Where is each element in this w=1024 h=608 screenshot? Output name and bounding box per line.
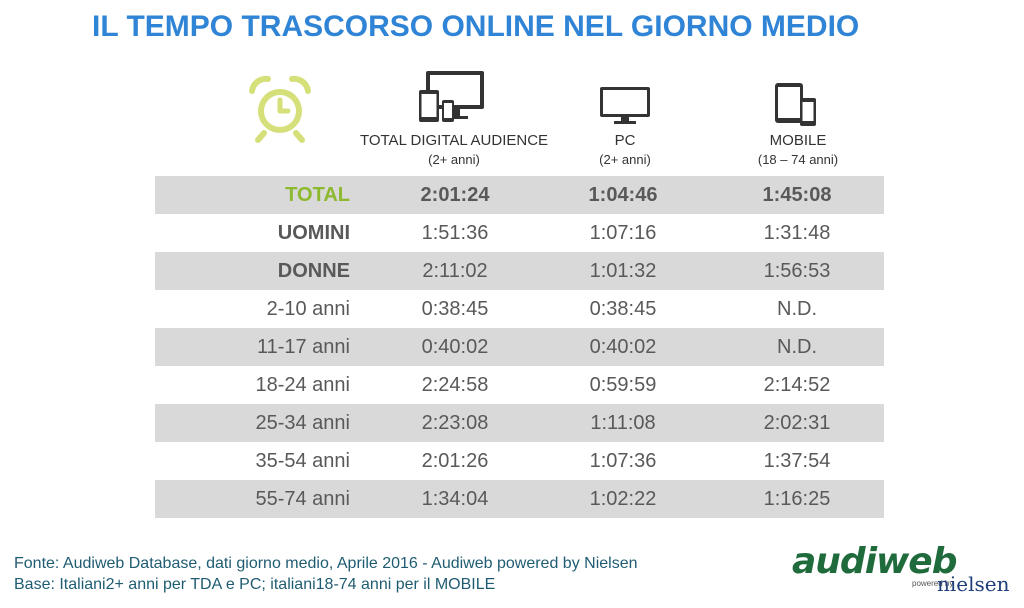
row-label: 25-34 anni <box>255 412 350 434</box>
table-row: UOMINI 1:51:36 1:07:16 1:31:48 <box>155 214 884 252</box>
multi-device-icon <box>419 71 484 122</box>
table-row: 35-54 anni 2:01:26 1:07:36 1:37:54 <box>155 442 884 480</box>
time-online-table: TOTAL 2:01:24 1:04:46 1:45:08 UOMINI 1:5… <box>155 176 884 518</box>
source-note: Fonte: Audiweb Database, dati giorno med… <box>14 555 638 572</box>
cell-pc: 1:07:16 <box>589 222 657 244</box>
column-header-mobile: MOBILE (18 – 74 anni) <box>710 131 886 169</box>
cell-mobile: N.D. <box>777 298 817 320</box>
cell-mobile: 1:37:54 <box>763 450 831 472</box>
column-header-label: TOTAL DIGITAL AUDIENCE <box>359 132 549 149</box>
cell-mobile: 1:45:08 <box>762 184 832 206</box>
column-header-sub: (2+ anni) <box>599 152 651 167</box>
row-label: 35-54 anni <box>255 450 350 472</box>
table-row-total: TOTAL 2:01:24 1:04:46 1:45:08 <box>155 176 884 214</box>
table-row: 2-10 anni 0:38:45 0:38:45 N.D. <box>155 290 884 328</box>
row-label: UOMINI <box>277 222 350 244</box>
page-title: IL TEMPO TRASCORSO ONLINE NEL GIORNO MED… <box>92 10 860 43</box>
cell-mobile: 1:16:25 <box>763 488 831 510</box>
cell-pc: 0:38:45 <box>589 298 657 320</box>
audiweb-logo-text: audiweb <box>792 541 957 582</box>
base-note: Base: Italiani2+ anni per TDA e PC; ital… <box>14 576 496 593</box>
column-header-tda: TOTAL DIGITAL AUDIENCE (2+ anni) <box>334 131 574 169</box>
cell-mobile: 2:14:52 <box>763 374 831 396</box>
cell-tda: 2:24:58 <box>421 374 489 396</box>
row-label: 55-74 anni <box>255 488 350 510</box>
alarm-clock-icon <box>249 75 311 143</box>
audiweb-nielsen-logo: audiweb powered by nielsen <box>792 541 1010 601</box>
cell-pc: 1:01:32 <box>589 260 657 282</box>
column-header-label: MOBILE <box>769 132 827 149</box>
row-label: 18-24 anni <box>255 374 350 396</box>
table-row: 25-34 anni 2:23:08 1:11:08 2:02:31 <box>155 404 884 442</box>
table-row: DONNE 2:11:02 1:01:32 1:56:53 <box>155 252 884 290</box>
powered-by-text: powered by <box>912 579 954 588</box>
row-label: TOTAL <box>285 184 350 206</box>
tablet-phone-icon <box>775 83 816 126</box>
cell-tda: 2:11:02 <box>422 260 488 282</box>
column-header-sub: (18 – 74 anni) <box>757 152 839 167</box>
nielsen-logo-text: nielsen <box>937 572 1010 596</box>
cell-pc: 1:11:08 <box>590 412 656 434</box>
column-header-label: PC <box>614 132 636 149</box>
cell-tda: 2:01:24 <box>420 184 490 206</box>
cell-tda: 1:34:04 <box>421 488 489 510</box>
cell-tda: 2:23:08 <box>421 412 489 434</box>
cell-mobile: 2:02:31 <box>763 412 831 434</box>
table-row: 11-17 anni 0:40:02 0:40:02 N.D. <box>155 328 884 366</box>
cell-pc: 0:59:59 <box>589 374 657 396</box>
column-header-sub: (2+ anni) <box>428 152 480 167</box>
cell-tda: 0:40:02 <box>421 336 489 358</box>
footer-notes: Fonte: Audiweb Database, dati giorno med… <box>14 553 638 595</box>
table-row: 18-24 anni 2:24:58 0:59:59 2:14:52 <box>155 366 884 404</box>
cell-pc: 1:04:46 <box>588 184 658 206</box>
row-label: 11-17 anni <box>256 336 350 358</box>
cell-tda: 2:01:26 <box>421 450 489 472</box>
cell-pc: 1:02:22 <box>589 488 657 510</box>
cell-mobile: 1:31:48 <box>763 222 831 244</box>
cell-tda: 1:51:36 <box>421 222 489 244</box>
row-label: DONNE <box>277 260 350 282</box>
table-row: 55-74 anni 1:34:04 1:02:22 1:16:25 <box>155 480 884 518</box>
cell-mobile: N.D. <box>777 336 817 358</box>
cell-pc: 0:40:02 <box>589 336 657 358</box>
cell-tda: 0:38:45 <box>421 298 489 320</box>
cell-pc: 1:07:36 <box>589 450 657 472</box>
column-header-pc: PC (2+ anni) <box>540 131 710 169</box>
monitor-icon <box>600 87 650 124</box>
cell-mobile: 1:56:53 <box>763 260 831 282</box>
row-label: 2-10 anni <box>266 298 350 320</box>
